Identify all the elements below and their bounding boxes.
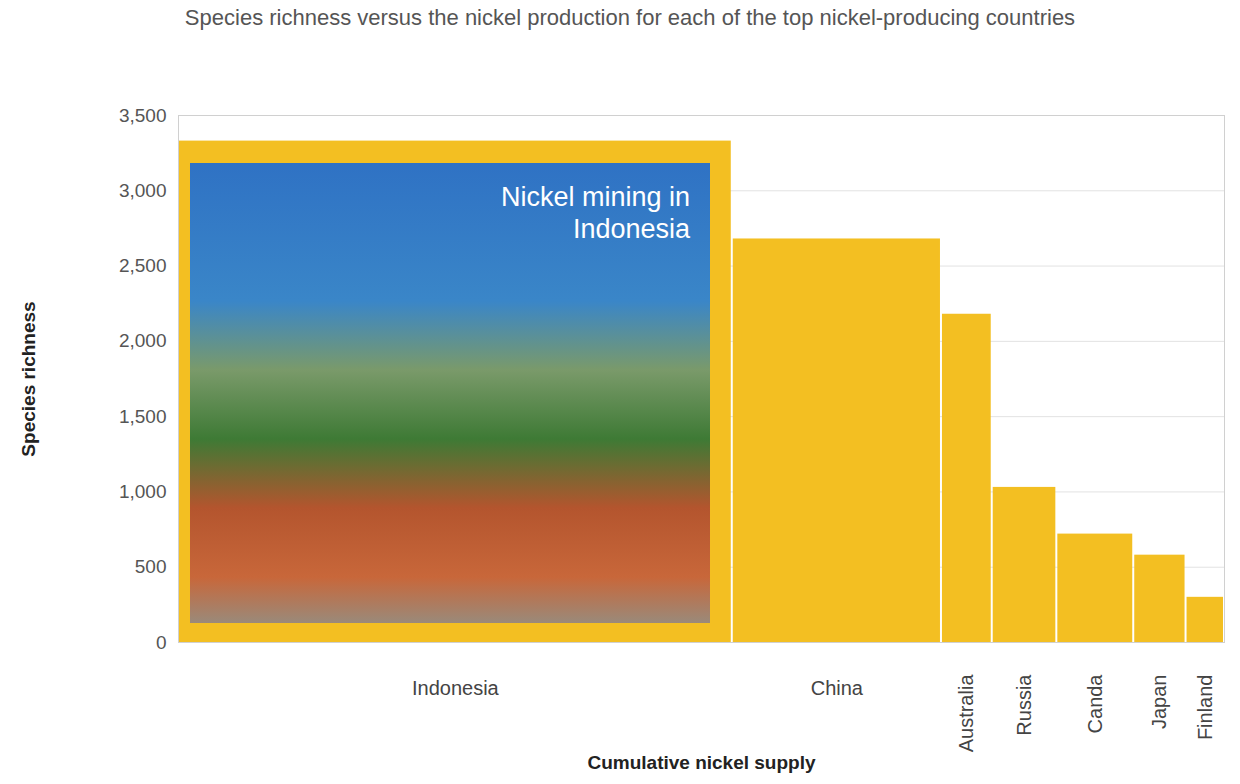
svg-text:500: 500 (135, 556, 167, 577)
svg-text:0: 0 (156, 632, 167, 653)
svg-text:1,500: 1,500 (119, 406, 167, 427)
svg-text:Canda: Canda (1084, 674, 1106, 734)
svg-text:2,000: 2,000 (119, 330, 167, 351)
svg-text:3,500: 3,500 (119, 105, 167, 126)
svg-text:Japan: Japan (1148, 675, 1170, 730)
svg-text:Australia: Australia (955, 674, 977, 753)
svg-text:Species richness: Species richness (18, 301, 39, 456)
html-text:Species richness versus the ni: Species richness versus the nickel produ… (184, 5, 1076, 30)
svg-text:3,000: 3,000 (119, 180, 167, 201)
html-text:Nickel mining in Indonesia: Nickel mining in Indonesia (500, 182, 690, 244)
svg-text:China: China (811, 677, 864, 699)
svg-text:2,500: 2,500 (119, 255, 167, 276)
svg-text:Russia: Russia (1013, 674, 1035, 736)
svg-text:Cumulative nickel supply: Cumulative nickel supply (587, 752, 815, 773)
svg-text:Indonesia: Indonesia (412, 677, 500, 699)
svg-text:1,000: 1,000 (119, 481, 167, 502)
svg-text:Finland: Finland (1194, 675, 1216, 741)
